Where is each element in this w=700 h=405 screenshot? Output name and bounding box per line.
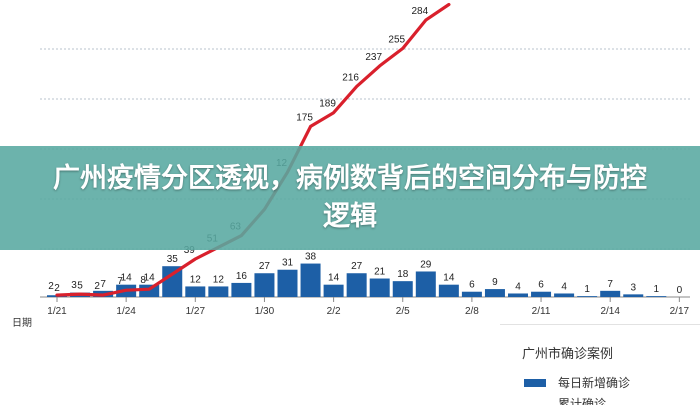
- bar-2/2: [323, 284, 344, 297]
- bar-label-1/27: 12: [190, 274, 202, 285]
- bar-label-2/8: 6: [469, 280, 475, 291]
- bar-label-1/29: 16: [236, 271, 248, 282]
- bar-label-2/10: 4: [515, 281, 521, 292]
- bar-2/14: [600, 290, 621, 297]
- line-label-15: 255: [388, 34, 405, 45]
- bar-label-2/5: 18: [397, 269, 409, 280]
- bar-2/11: [531, 291, 552, 297]
- x-tick-label-2: 1/27: [186, 306, 206, 317]
- line-label-14: 237: [365, 52, 382, 63]
- legend-swatch-bar: [524, 378, 546, 387]
- bar-label-2/1: 38: [305, 252, 317, 263]
- bar-label-2/3: 27: [351, 261, 363, 272]
- line-label-6: 39: [184, 245, 196, 256]
- bar-2/4: [369, 278, 390, 297]
- legend-item-bar: 每日新增确诊: [524, 374, 630, 391]
- legend-label-bar: 每日新增确诊: [558, 376, 631, 390]
- bar-2/15: [623, 294, 644, 297]
- x-tick-label-1: 1/24: [116, 306, 136, 317]
- title-banner: 广州疫情分区透视，病例数背后的空间分布与防控逻辑: [0, 146, 700, 250]
- bar-2/9: [484, 289, 505, 297]
- x-tick-label-9: 2/17: [670, 306, 690, 317]
- x-tick-label-8: 2/14: [600, 306, 620, 317]
- legend: 广州市确诊案例 每日新增确诊 累计确诊: [500, 324, 700, 405]
- bar-2/8: [461, 291, 482, 297]
- x-tick-label-5: 2/5: [396, 306, 410, 317]
- x-axis: 1/21 1/24 1/27 1/30 2/2 2/5 2/8 2/11 2/14 2/17 日期: [12, 297, 690, 329]
- bar-1/29: [231, 282, 252, 297]
- legend-label-line: 累计确诊: [558, 397, 607, 405]
- bar-2/1: [300, 263, 321, 297]
- bar-2/6: [415, 271, 436, 297]
- x-axis-title: 日期: [12, 317, 32, 329]
- bar-label-1/22: 5: [77, 281, 83, 292]
- line-label-11: 175: [296, 112, 313, 123]
- bar-label-2/16: 1: [654, 284, 660, 295]
- bar-label-2/14: 7: [607, 279, 613, 290]
- x-tick-label-6: 2/8: [465, 306, 479, 317]
- bar-2/3: [346, 273, 367, 297]
- bar-label-1/30: 27: [259, 261, 271, 272]
- bar-1/30: [254, 273, 275, 297]
- bar-series: [47, 263, 667, 297]
- bar-2/5: [392, 281, 413, 297]
- bar-label-2/7: 14: [443, 273, 455, 284]
- bar-2/7: [438, 284, 459, 297]
- bar-label-1/21: 2: [54, 283, 60, 294]
- bar-label-1/26: 35: [167, 254, 179, 265]
- bar-2/10: [508, 293, 528, 297]
- bar-2/16: [646, 296, 667, 297]
- legend-title: 广州市确诊案例: [522, 347, 614, 362]
- bar-label-2/9: 9: [492, 277, 498, 288]
- line-label-16: 284: [411, 6, 428, 17]
- line-label-2: 2: [94, 281, 100, 292]
- bar-2/13: [577, 296, 598, 297]
- bar-label-2/2: 14: [328, 273, 340, 284]
- bar-1/27: [185, 286, 206, 297]
- bar-label-1/24: 14: [121, 273, 133, 284]
- bar-label-1/23: 7: [100, 279, 106, 290]
- bar-label-2/4: 21: [374, 267, 386, 278]
- line-label-0: 2: [48, 281, 54, 292]
- bar-label-1/31: 31: [282, 258, 294, 269]
- x-tick-label-0: 1/21: [47, 306, 67, 317]
- x-tick-label-4: 2/2: [327, 306, 341, 317]
- bar-1/31: [277, 269, 298, 297]
- x-tick-label-3: 1/30: [255, 306, 275, 317]
- bar-label-2/6: 29: [420, 259, 432, 270]
- line-label-1: 3: [71, 280, 77, 291]
- bar-label-2/11: 6: [538, 280, 544, 291]
- line-label-4: 8: [140, 275, 146, 286]
- line-label-3: 7: [117, 276, 123, 287]
- bar-label-2/12: 4: [561, 281, 567, 292]
- x-tick-label-7: 2/11: [532, 306, 551, 317]
- bar-label-1/28: 12: [213, 274, 225, 285]
- line-label-12: 189: [319, 99, 336, 110]
- bar-label-2/15: 3: [630, 282, 636, 293]
- bar-1/26: [162, 266, 183, 297]
- bar-label-2/17: 0: [677, 285, 683, 296]
- line-label-13: 216: [342, 72, 359, 83]
- bar-1/28: [208, 286, 229, 297]
- bar-label-2/13: 1: [584, 284, 590, 295]
- bar-label-1/25: 14: [144, 273, 156, 284]
- bar-2/12: [554, 293, 575, 297]
- banner-title: 广州疫情分区透视，病例数背后的空间分布与防控逻辑: [53, 163, 647, 232]
